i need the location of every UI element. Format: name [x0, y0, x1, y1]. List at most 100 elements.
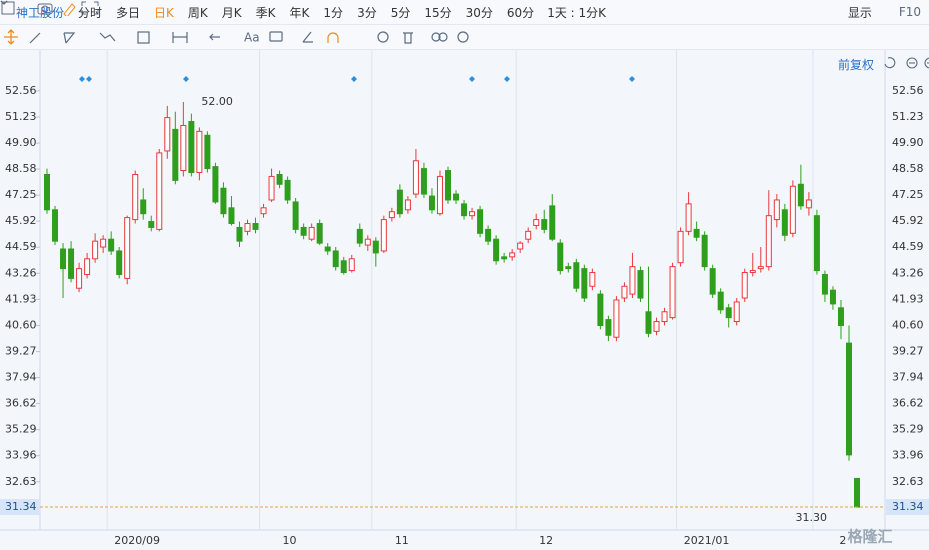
candle-body [348, 258, 355, 272]
candle-body [196, 130, 203, 174]
y-tick-label: 44.59 [5, 240, 37, 253]
delete-tool[interactable] [403, 32, 413, 44]
x-tick-label: 10 [283, 534, 297, 547]
candle-body [573, 262, 580, 289]
candle-body [172, 128, 179, 181]
period-tab[interactable]: 周K [187, 5, 208, 20]
hide-tool[interactable] [377, 31, 389, 43]
candle-body [789, 185, 796, 234]
watermark: 格隆汇 [847, 528, 892, 546]
candle-body [461, 203, 468, 217]
range-tool[interactable] [172, 32, 188, 43]
f10-button[interactable]: F10 [898, 5, 921, 19]
candle-body [52, 209, 59, 242]
y-tick-label-right: 49.90 [892, 136, 924, 149]
fullscreen[interactable] [81, 1, 99, 15]
snapshot[interactable] [37, 3, 53, 15]
y-tick-label: 45.92 [5, 214, 37, 227]
candle-body [316, 223, 323, 244]
candle-body [396, 189, 403, 215]
candle-body [781, 209, 788, 236]
period-toolbar: 神工股份 分时 多日 日K 周K 月K 季K 年K 1分 3分 5分 15分 30分 60分 1天 : 1… [0, 0, 929, 25]
note-tool[interactable] [269, 31, 283, 42]
icon-set [1, 1, 99, 16]
period-tab[interactable]: 季K [255, 5, 276, 20]
candle-body [116, 250, 123, 275]
candle-body [140, 199, 147, 215]
candle-body [613, 299, 620, 338]
period-tab[interactable]: 60分 [506, 5, 535, 20]
period-tab[interactable]: 15分 [424, 5, 452, 20]
y-tick-label: 40.60 [5, 318, 37, 331]
candle-body [677, 230, 684, 264]
event-marker [86, 76, 92, 82]
reset-control[interactable] [884, 57, 896, 69]
period-tab[interactable]: 月K [221, 5, 242, 20]
period-tab[interactable]: 多日 [116, 5, 141, 20]
y-tick-label: 33.96 [5, 449, 37, 462]
candle-body [124, 217, 131, 279]
y-tick-label: 52.56 [5, 84, 37, 97]
x-tick-label: 2021/01 [684, 534, 730, 547]
candle-body [372, 240, 379, 254]
candle-body [701, 234, 708, 268]
zoom-in[interactable] [924, 57, 929, 69]
move-tool[interactable] [4, 29, 18, 45]
fib-tool[interactable] [137, 31, 150, 44]
candle-body [252, 223, 259, 230]
y-tick-label: 37.94 [5, 371, 37, 384]
candle-body [180, 124, 187, 172]
candle-body [837, 307, 844, 326]
period-tab[interactable]: 30分 [465, 5, 493, 20]
last-price-label-right: 31.34 [892, 500, 924, 513]
y-tick-label: 49.90 [5, 136, 37, 149]
candle-body [308, 226, 315, 240]
candle-body [773, 199, 780, 221]
candle-body [717, 291, 724, 311]
candle-body [557, 242, 564, 272]
period-tab[interactable]: 日K [154, 5, 174, 20]
candle-body [268, 175, 275, 201]
period-tab[interactable]: 年K [289, 5, 310, 20]
candle-body [132, 173, 139, 221]
period-tab[interactable]: 1分 [323, 5, 344, 20]
candle-body [525, 230, 532, 240]
magnet-tool[interactable] [327, 32, 339, 43]
chart-controls [884, 57, 929, 69]
line-tool[interactable] [29, 32, 41, 44]
candle-body [292, 201, 299, 230]
y-tick-label: 48.58 [5, 162, 37, 175]
draw-toggle[interactable] [63, 3, 76, 16]
y-tick-label: 39.27 [5, 345, 37, 358]
candle-body [485, 228, 492, 242]
candle-body [204, 134, 211, 170]
period-tab[interactable]: 5分 [390, 5, 411, 20]
angle-tool[interactable] [302, 31, 313, 43]
settings-tool[interactable] [457, 31, 469, 43]
zoom-out[interactable] [906, 57, 918, 69]
channel-tool[interactable] [63, 32, 76, 44]
link-tool[interactable] [431, 32, 441, 42]
checkbox[interactable] [1, 1, 15, 15]
period-tab[interactable]: 3分 [357, 5, 377, 20]
adjust-mode[interactable]: 前复权 [838, 58, 875, 72]
candle-body [220, 187, 227, 215]
x-tick-label: 11 [395, 534, 409, 547]
candle-body [653, 321, 660, 332]
display-menu[interactable]: 显示 [847, 5, 872, 20]
candle-body [164, 117, 171, 152]
candle-body [236, 226, 243, 242]
period-tab[interactable]: 分时 [78, 5, 103, 20]
y-tick-label: 43.26 [5, 266, 37, 279]
period-select[interactable]: 1天 : 1分K [547, 5, 606, 20]
candle-body [565, 266, 572, 270]
plot-background [0, 50, 929, 550]
candle-body [846, 342, 852, 456]
candle-body [356, 228, 363, 244]
candle-body [404, 199, 411, 211]
candle-body [725, 307, 732, 319]
font-tool[interactable]: Aa [244, 31, 260, 45]
wave-tool[interactable] [99, 32, 116, 42]
candle-body [76, 268, 83, 289]
arrow-tool[interactable] [209, 33, 220, 41]
